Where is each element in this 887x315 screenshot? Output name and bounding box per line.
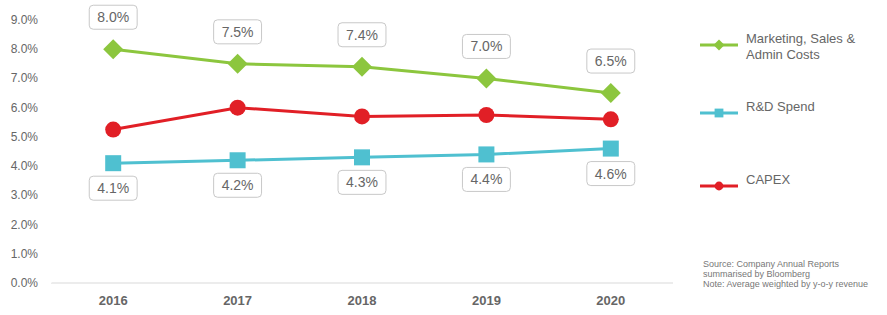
annotation: Source: Company Annual Reportssummarised… bbox=[703, 259, 840, 279]
y-tick bbox=[47, 195, 51, 196]
y-tick bbox=[47, 107, 51, 108]
marker bbox=[352, 57, 372, 77]
label-box bbox=[89, 176, 137, 200]
data-label: 7.5% bbox=[214, 20, 262, 44]
chart: 0.0% 1.0% 2.0% 3.0% 4.0% 5.0% 6.0% 7.0% 8.0% 9.0%… bbox=[0, 0, 887, 315]
y-tick bbox=[47, 283, 51, 284]
marker bbox=[478, 146, 494, 162]
marker bbox=[228, 54, 248, 74]
marker bbox=[230, 100, 246, 116]
data-label-text: 4.1% bbox=[97, 180, 129, 196]
series bbox=[103, 39, 621, 103]
y-axis: 0.0% 1.0% 2.0% 3.0% 4.0% 5.0% 6.0% 7.0% 8.0% 9.0% bbox=[11, 13, 51, 290]
y-tick bbox=[47, 166, 51, 167]
y-tick-label: 9.0% bbox=[11, 13, 39, 27]
y-tick-label: 5.0% bbox=[11, 130, 39, 144]
legend-marker bbox=[715, 109, 724, 118]
y-tick bbox=[47, 20, 51, 21]
data-label-text: 7.5% bbox=[222, 24, 254, 40]
data-label-text: 7.0% bbox=[470, 38, 502, 54]
line bbox=[113, 108, 611, 130]
marker bbox=[230, 152, 246, 168]
x-tick-label: 2016 bbox=[99, 293, 128, 308]
data-label: 4.6% bbox=[587, 162, 635, 186]
data-label: 4.2% bbox=[214, 173, 262, 197]
y-tick-label: 8.0% bbox=[11, 42, 39, 56]
data-label: 7.4% bbox=[338, 23, 386, 47]
y-tick bbox=[47, 78, 51, 79]
x-tick-label: 2020 bbox=[596, 293, 625, 308]
data-label-text: 8.0% bbox=[97, 9, 129, 25]
data-label: 8.0% bbox=[89, 5, 137, 29]
legend-marker bbox=[714, 40, 725, 51]
marker bbox=[603, 111, 619, 127]
x-tick-label: 2017 bbox=[223, 293, 252, 308]
y-tick-label: 0.0% bbox=[11, 276, 39, 290]
marker bbox=[105, 122, 121, 138]
legend-label: R&D Spend bbox=[746, 99, 815, 114]
marker bbox=[103, 39, 123, 59]
marker bbox=[476, 68, 496, 88]
series bbox=[105, 141, 619, 172]
label-box bbox=[587, 162, 635, 186]
legend: Marketing, Sales &Admin Costs R&D Spend CA… bbox=[700, 31, 855, 190]
label-box bbox=[89, 5, 137, 29]
data-label-text: 4.6% bbox=[595, 166, 627, 182]
data-label: 7.0% bbox=[462, 34, 510, 58]
marker bbox=[601, 83, 621, 103]
y-tick-label: 7.0% bbox=[11, 71, 39, 85]
data-label: 4.1% bbox=[89, 176, 137, 200]
marker bbox=[354, 149, 370, 165]
y-tick bbox=[47, 136, 51, 137]
data-label: 4.4% bbox=[462, 167, 510, 191]
y-axis-line bbox=[51, 20, 52, 283]
label-box bbox=[214, 173, 262, 197]
data-label: 6.5% bbox=[587, 49, 635, 73]
data-labels: 8.0% 7.5% 7.4% 7.0% 6.5% 4.1% 4.2% 4.3% 4.4% 4.6% bbox=[89, 5, 635, 200]
y-tick-label: 6.0% bbox=[11, 101, 39, 115]
label-box bbox=[338, 23, 386, 47]
marker bbox=[603, 141, 619, 157]
line bbox=[113, 49, 611, 93]
label-box bbox=[338, 170, 386, 194]
label-box bbox=[462, 34, 510, 58]
y-tick bbox=[47, 49, 51, 50]
annotation: Note: Average weighted by y-o-y revenue bbox=[703, 279, 868, 289]
data-label-text: 4.3% bbox=[346, 174, 378, 190]
data-label: 4.3% bbox=[338, 170, 386, 194]
y-tick-label: 3.0% bbox=[11, 188, 39, 202]
y-tick-label: 4.0% bbox=[11, 159, 39, 173]
data-label-text: 6.5% bbox=[595, 53, 627, 69]
label-box bbox=[214, 20, 262, 44]
x-axis-line bbox=[51, 283, 673, 284]
x-tick-label: 2018 bbox=[348, 293, 377, 308]
marker bbox=[354, 108, 370, 124]
legend-label: Marketing, Sales &Admin Costs bbox=[746, 31, 855, 62]
legend-label: CAPEX bbox=[746, 172, 790, 187]
label-box bbox=[462, 167, 510, 191]
y-tick bbox=[47, 224, 51, 225]
marker bbox=[478, 107, 494, 123]
legend-marker bbox=[715, 182, 724, 191]
plot-area bbox=[103, 39, 621, 171]
data-label-text: 4.2% bbox=[222, 177, 254, 193]
y-tick-label: 2.0% bbox=[11, 218, 39, 232]
x-tick-label: 2019 bbox=[472, 293, 501, 308]
data-label-text: 7.4% bbox=[346, 27, 378, 43]
y-tick bbox=[47, 253, 51, 254]
series bbox=[105, 100, 619, 138]
label-box bbox=[587, 49, 635, 73]
data-label-text: 4.4% bbox=[470, 171, 502, 187]
y-tick-label: 1.0% bbox=[11, 247, 39, 261]
marker bbox=[105, 155, 121, 171]
